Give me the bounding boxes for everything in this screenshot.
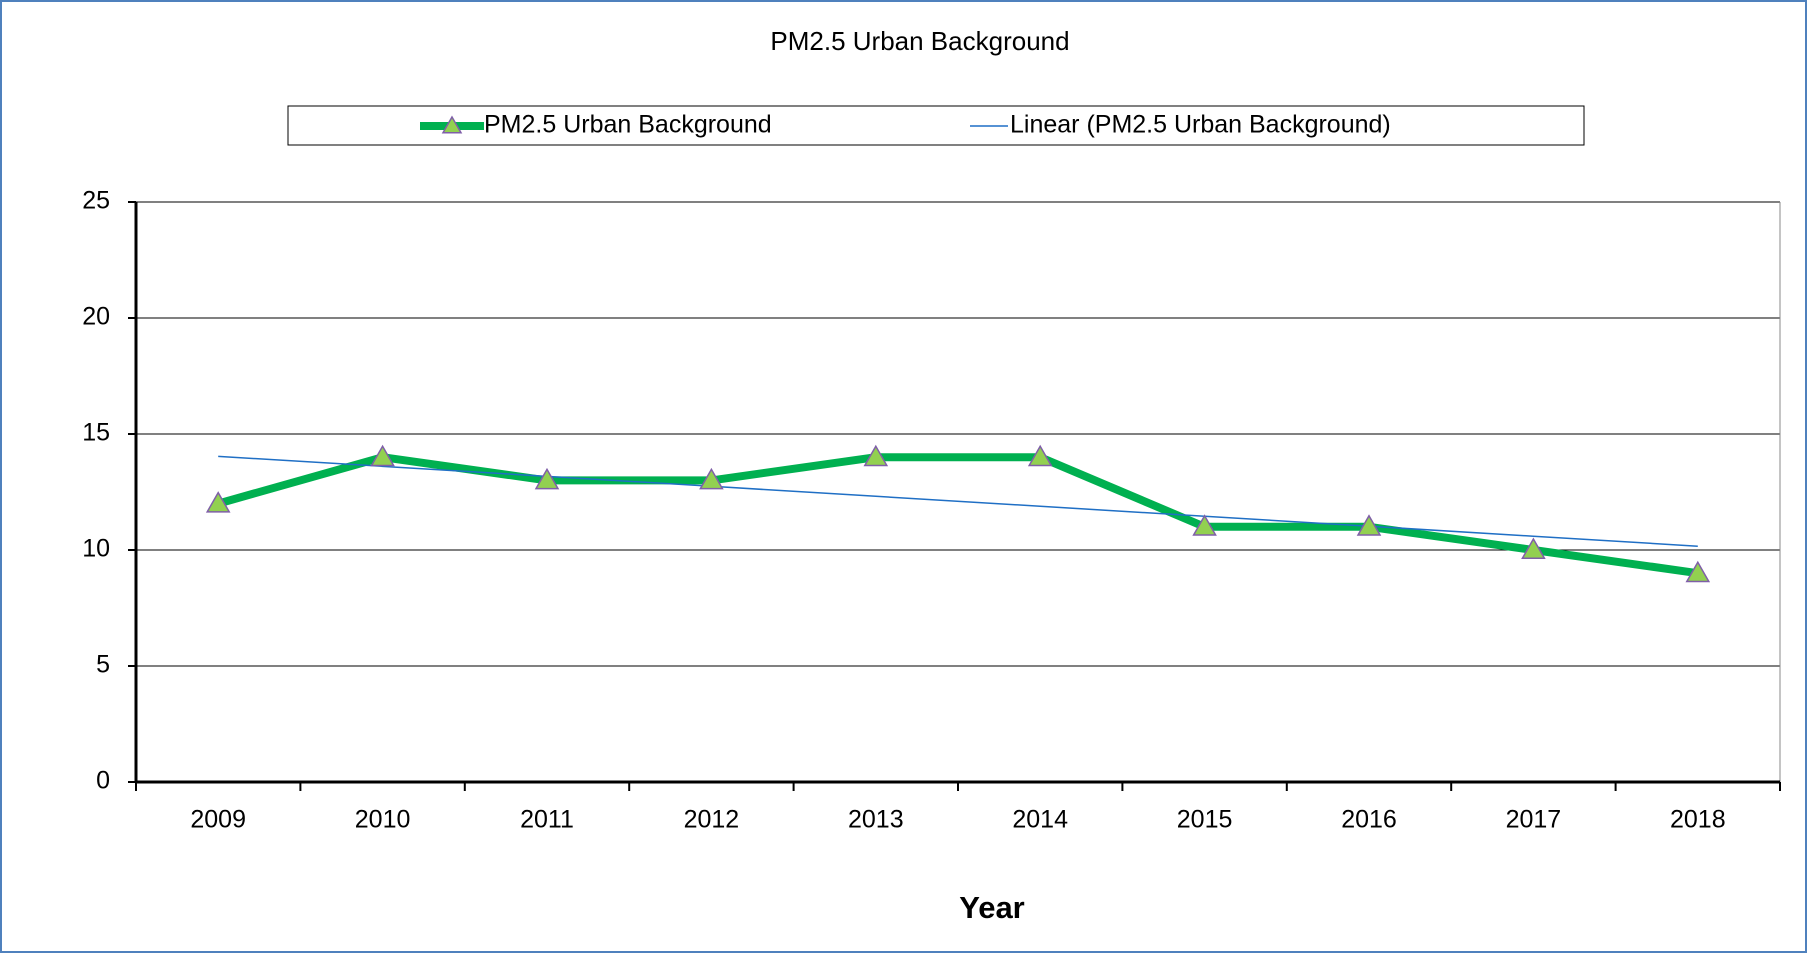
point-marker [1685,560,1711,583]
y-tick-label: 0 [96,767,110,795]
point-marker [534,467,560,490]
point-marker [863,444,889,467]
point-marker [370,444,395,467]
point-marker [1356,514,1382,536]
legend-box [287,105,1585,146]
x-tick-label: 2011 [520,806,574,834]
x-tick-label: 2014 [1012,806,1068,834]
x-tick-label: 2017 [1506,806,1562,834]
point-marker [1192,514,1217,536]
y-tick-label: 10 [82,535,110,563]
y-tick-label: 25 [82,187,110,215]
point-marker [1521,537,1546,559]
point-marker [699,467,724,490]
x-tick-label: 2010 [355,806,411,834]
x-tick-label: 2009 [190,806,246,834]
point-marker [205,491,231,513]
x-tick-label: 2013 [848,806,904,834]
legend-label: Linear (PM2.5 Urban Background) [1010,111,1391,139]
y-tick-label: 5 [96,651,110,679]
series-line [217,453,1699,578]
x-axis-label: Year [959,890,1025,925]
x-tick-label: 2018 [1670,806,1726,834]
legend-label: PM2.5 Urban Background [484,111,772,139]
trend-line [218,455,1698,547]
chart-title: PM2.5 Urban Background [770,26,1069,56]
y-tick-label: 15 [82,419,110,447]
x-tick-label: 2016 [1341,806,1397,834]
x-tick-label: 2012 [684,806,740,834]
legend-marker [441,115,463,134]
y-tick-label: 20 [82,303,110,331]
x-tick-label: 2015 [1177,806,1233,834]
point-marker [1027,444,1053,467]
